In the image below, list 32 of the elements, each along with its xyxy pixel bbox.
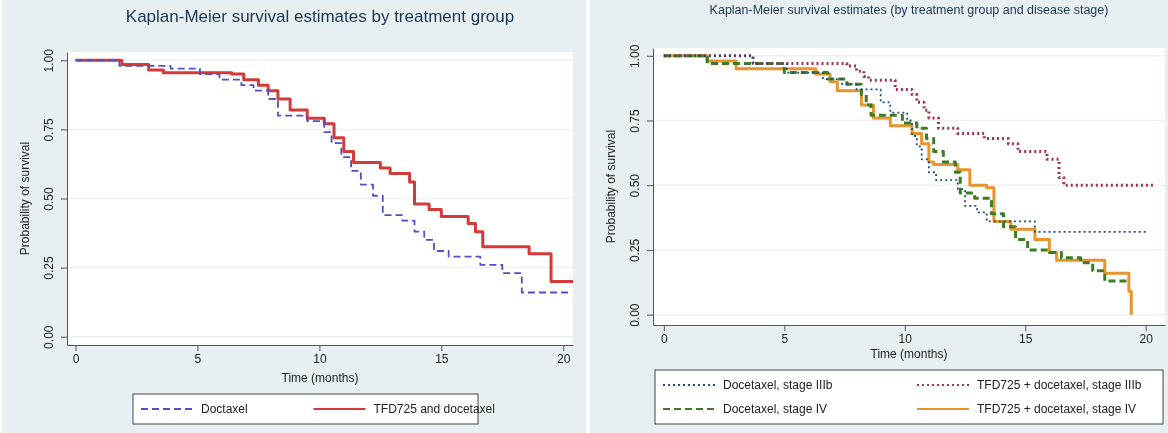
y-tick-label: 1.00	[628, 44, 642, 68]
y-tick-label: 0.25	[42, 256, 56, 280]
x-tick-label: 10	[898, 331, 913, 346]
x-tick-label: 0	[72, 351, 80, 366]
x-tick-label: 15	[435, 351, 449, 366]
legend-label: Docetaxel, stage IV	[723, 402, 828, 416]
chart-title: Kaplan-Meier survival estimates (by treatment group and disease stage)	[709, 3, 1109, 17]
y-tick-label: 0.75	[628, 108, 642, 133]
y-tick-label: 0.00	[628, 303, 642, 327]
y-tick-label: 1.00	[42, 48, 56, 73]
x-tick-label: 10	[313, 351, 327, 366]
y-tick-label: 0.00	[42, 325, 56, 349]
x-tick-label: 5	[781, 331, 789, 346]
y-axis-title: Probability of survival	[18, 141, 32, 256]
y-tick-label: 0.50	[42, 187, 56, 211]
legend-label: TFD725 + docetaxel, stage IIIb	[977, 378, 1142, 392]
chart-title: Kaplan-Meier survival estimates by treatment group	[125, 7, 515, 26]
y-tick-label: 0.50	[628, 173, 642, 198]
x-axis-title: Time (months)	[870, 347, 948, 361]
x-tick-label: 20	[557, 351, 571, 366]
legend-label: Doctaxel	[201, 402, 248, 416]
y-tick-label: 0.75	[42, 117, 56, 142]
y-tick-label: 0.25	[628, 238, 642, 263]
y-axis-title: Probability of survival	[604, 129, 618, 244]
x-axis-title: Time (months)	[281, 371, 359, 385]
x-tick-label: 20	[1139, 331, 1154, 346]
legend-label: TFD725 and docetaxel	[373, 402, 495, 416]
legend-label: TFD725 + docetaxel, stage IV	[977, 402, 1137, 416]
x-tick-label: 5	[194, 351, 202, 366]
x-tick-label: 0	[661, 331, 668, 346]
legend-label: Docetaxel, stage IIIb	[723, 378, 833, 392]
x-tick-label: 15	[1019, 331, 1033, 346]
